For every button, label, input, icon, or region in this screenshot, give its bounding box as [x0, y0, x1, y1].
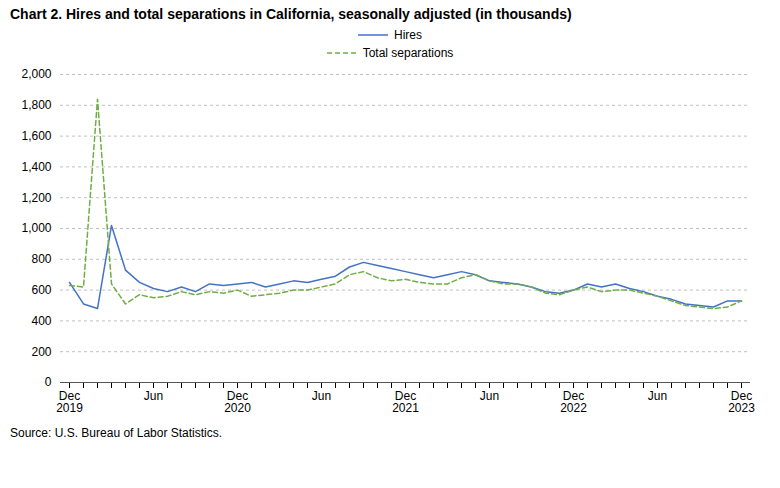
svg-text:0: 0 — [45, 375, 52, 389]
svg-text:Jun: Jun — [648, 389, 667, 403]
html-text:Total separations: Total separations — [362, 46, 454, 60]
svg-text:1,400: 1,400 — [21, 160, 51, 174]
svg-text:400: 400 — [31, 314, 51, 328]
svg-text:1,800: 1,800 — [21, 98, 51, 112]
svg-text:Jun: Jun — [144, 389, 163, 403]
svg-text:800: 800 — [31, 252, 51, 266]
html-text:Chart 2. Hires and total separ: Chart 2. Hires and total separations in … — [10, 6, 572, 22]
html-text:Source: U.S. Bureau of Labor S: Source: U.S. Bureau of Labor Statistics. — [10, 426, 223, 440]
svg-text:1,000: 1,000 — [21, 221, 51, 235]
svg-text:Dec2023: Dec2023 — [728, 389, 755, 415]
html-text:Hires: Hires — [394, 28, 422, 42]
svg-text:200: 200 — [31, 345, 51, 359]
svg-text:Dec2022: Dec2022 — [560, 389, 587, 415]
svg-text:1,200: 1,200 — [21, 191, 51, 205]
svg-text:Dec2020: Dec2020 — [224, 389, 251, 415]
svg-text:600: 600 — [31, 283, 51, 297]
svg-text:2,000: 2,000 — [21, 67, 51, 81]
svg-text:Jun: Jun — [312, 389, 331, 403]
svg-text:Jun: Jun — [480, 389, 499, 403]
svg-text:1,600: 1,600 — [21, 129, 51, 143]
svg-text:Dec2021: Dec2021 — [392, 389, 419, 415]
svg-text:Dec2019: Dec2019 — [56, 389, 83, 415]
